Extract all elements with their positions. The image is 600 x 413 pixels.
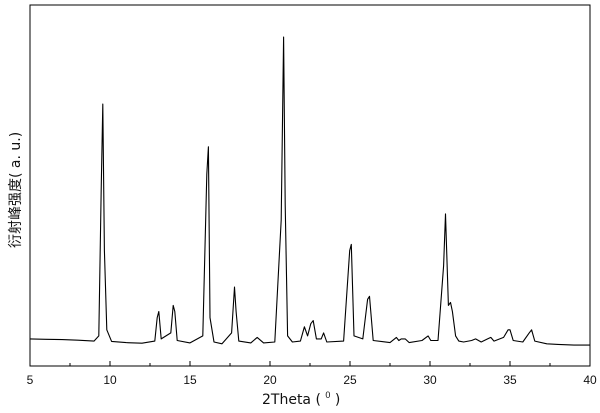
x-tick-label: 25 [343, 373, 357, 387]
y-axis-title: 衍射峰强度( a. u.) [8, 132, 24, 248]
x-axis: 5 10 15 20 25 30 35 40 [27, 361, 597, 387]
x-tick-label: 40 [583, 373, 597, 387]
x-tick-label: 35 [503, 373, 517, 387]
x-axis-unit: 0 [325, 390, 330, 400]
x-axis-label: 2Theta [262, 392, 311, 408]
x-axis-title: 2Theta ( 0 ) [262, 390, 340, 408]
x-tick-label: 20 [263, 373, 277, 387]
x-tick-label: 30 [423, 373, 437, 387]
diffraction-pattern-line [29, 36, 590, 346]
x-tick-label: 10 [103, 373, 117, 387]
plot-frame [29, 4, 591, 367]
x-axis-paren-close: ) [330, 392, 340, 408]
x-tick-label: 5 [27, 373, 34, 387]
x-axis-paren-open: ( [311, 392, 325, 408]
x-tick-label: 15 [183, 373, 197, 387]
